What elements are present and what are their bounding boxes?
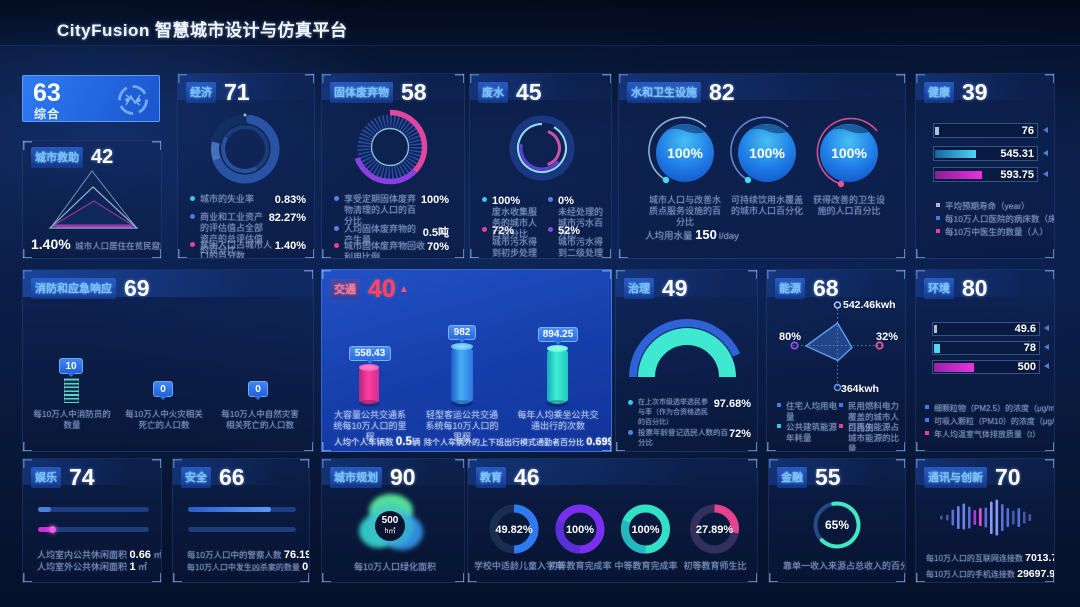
svg-text:49.82%: 49.82% [495, 524, 533, 536]
svg-text:100%: 100% [667, 145, 703, 161]
svg-text:100%: 100% [566, 524, 594, 536]
svg-text:65%: 65% [825, 518, 849, 532]
svg-text:100%: 100% [631, 524, 659, 536]
svg-text:100%: 100% [749, 145, 785, 161]
svg-text:100%: 100% [831, 145, 867, 161]
svg-text:27.89%: 27.89% [696, 524, 734, 536]
